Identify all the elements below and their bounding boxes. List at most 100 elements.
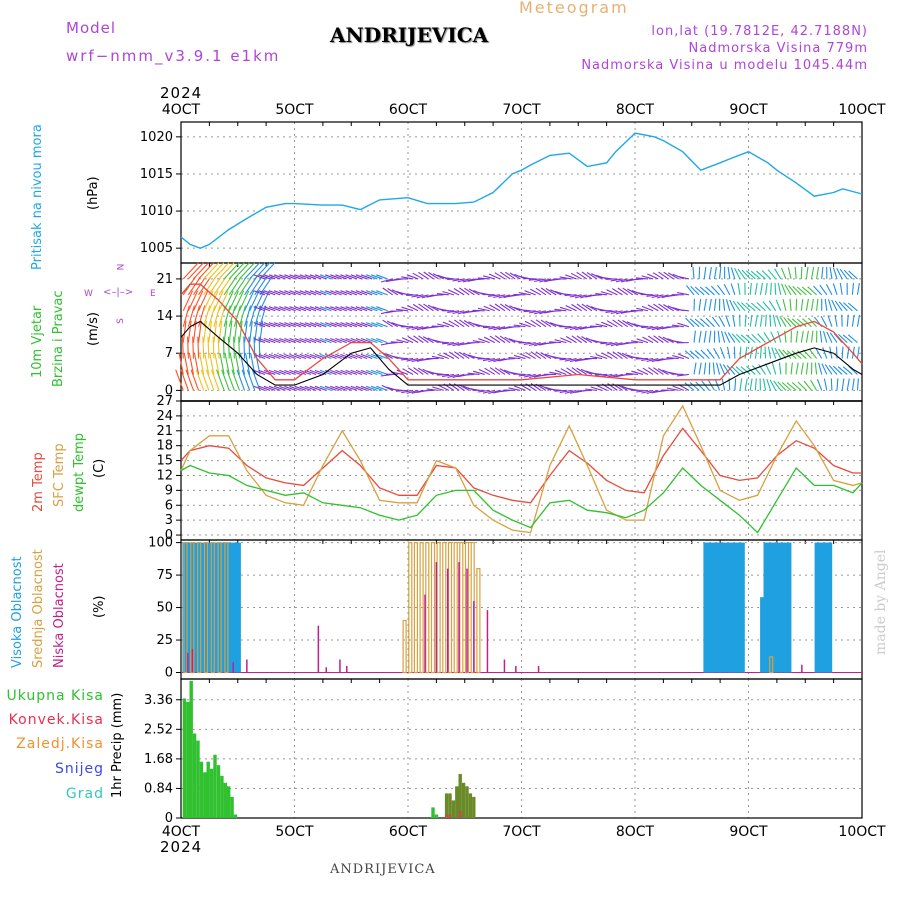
wind-barb [701, 380, 710, 391]
wind-barb [417, 367, 429, 375]
wind-barb [477, 277, 490, 280]
wind-barb [700, 349, 710, 359]
wind-barb [554, 389, 567, 392]
y-tick-label: 27 [156, 394, 173, 409]
cloud-bar [537, 666, 540, 673]
wind-barb [684, 350, 695, 359]
wind-barb [519, 322, 531, 328]
wind-barb [754, 378, 757, 391]
wind-barb [784, 284, 792, 296]
wind-barb [759, 314, 763, 327]
wind-barb [181, 336, 184, 359]
wind-barb [801, 286, 812, 296]
wind-barb [330, 306, 342, 312]
cloud-bar [760, 597, 765, 673]
wind-barb [549, 371, 562, 376]
cloud-bar [769, 656, 774, 674]
wind-barb [596, 384, 608, 391]
wind-barb [371, 274, 383, 280]
wind-barb [590, 372, 603, 376]
wind-barb [345, 385, 358, 391]
wind-barb [289, 369, 301, 375]
wind-barb [360, 322, 373, 328]
wind-barb [489, 304, 501, 312]
wind-barb [319, 322, 332, 328]
x-tick-label-bottom: 10OCT [838, 824, 886, 840]
wind-barb [741, 269, 751, 280]
wind-barb [662, 336, 674, 344]
wind-barb [345, 369, 358, 375]
wind-barb [710, 285, 720, 296]
wind-barb [273, 290, 286, 296]
wind-barb [741, 302, 751, 312]
wind-barb [436, 373, 449, 376]
wind-barb [483, 275, 495, 280]
panel-2-grid [176, 400, 863, 540]
wind-barb [284, 337, 296, 344]
wind-barb [477, 307, 490, 312]
x-tick-label-top: 10OCT [838, 102, 886, 118]
wind-barb [636, 368, 649, 375]
y-tick-label: 21 [156, 272, 173, 287]
series-sfc-temp [180, 404, 863, 534]
wind-barb [581, 303, 593, 312]
cloud-bar [187, 653, 189, 673]
wind-barb [294, 385, 307, 391]
cloud-bar [770, 542, 775, 673]
cloud-bar [801, 664, 803, 673]
y-tick-label: 0.84 [144, 781, 173, 796]
wind-barb [530, 351, 542, 359]
precip-bar [227, 786, 231, 818]
wind-barb [586, 304, 598, 312]
wind-barb [545, 288, 557, 296]
wind-barb [350, 322, 363, 328]
wind-barb [432, 386, 444, 391]
wind-barb [744, 314, 747, 327]
wind-barb [464, 287, 475, 296]
wind-barb [726, 365, 736, 375]
wind-barb [672, 385, 685, 391]
wind-barb [824, 298, 828, 311]
wind-barb [396, 308, 409, 312]
y-tick-label: 7 [165, 346, 173, 361]
wind-barb [268, 385, 281, 391]
wind-barb [851, 378, 855, 391]
wind-barb [523, 310, 536, 313]
cloud-bar [784, 542, 788, 673]
wind-barb [810, 379, 818, 391]
wind-barb [737, 268, 746, 280]
wind-barb [620, 278, 633, 283]
wind-barb [576, 367, 588, 375]
wind-barb [284, 322, 296, 328]
wind-barb [762, 378, 767, 391]
series-visoka-oblacnost [182, 542, 833, 673]
wind-barb [309, 369, 322, 375]
wind-barb [636, 338, 649, 344]
wind-barb [340, 385, 353, 391]
wind-barb [238, 276, 253, 296]
wind-barb [494, 272, 506, 280]
wind-barb [636, 325, 649, 328]
wind-barb [233, 336, 235, 359]
precip-bar [189, 680, 193, 818]
cloud-bar [734, 542, 738, 673]
wind-barb [350, 337, 363, 344]
wind-barb [253, 369, 266, 375]
wind-barb [213, 305, 221, 327]
wind-barb [360, 369, 373, 375]
wind-barb [769, 379, 777, 391]
wind-barb [814, 362, 818, 375]
wind-barb [722, 298, 726, 311]
wind-barb [246, 369, 256, 391]
wind-barb [268, 306, 281, 312]
cloud-bar [787, 542, 792, 673]
wind-barb [355, 290, 368, 296]
wind-barb [621, 352, 633, 360]
wind-barb [545, 320, 557, 328]
wind-barb [617, 351, 628, 360]
x-tick-label-top: 4OCT [162, 102, 201, 118]
wind-barb [689, 382, 700, 391]
wind-barb [244, 290, 255, 312]
y-tick-label: 9 [165, 483, 173, 498]
wind-barb [705, 317, 715, 328]
